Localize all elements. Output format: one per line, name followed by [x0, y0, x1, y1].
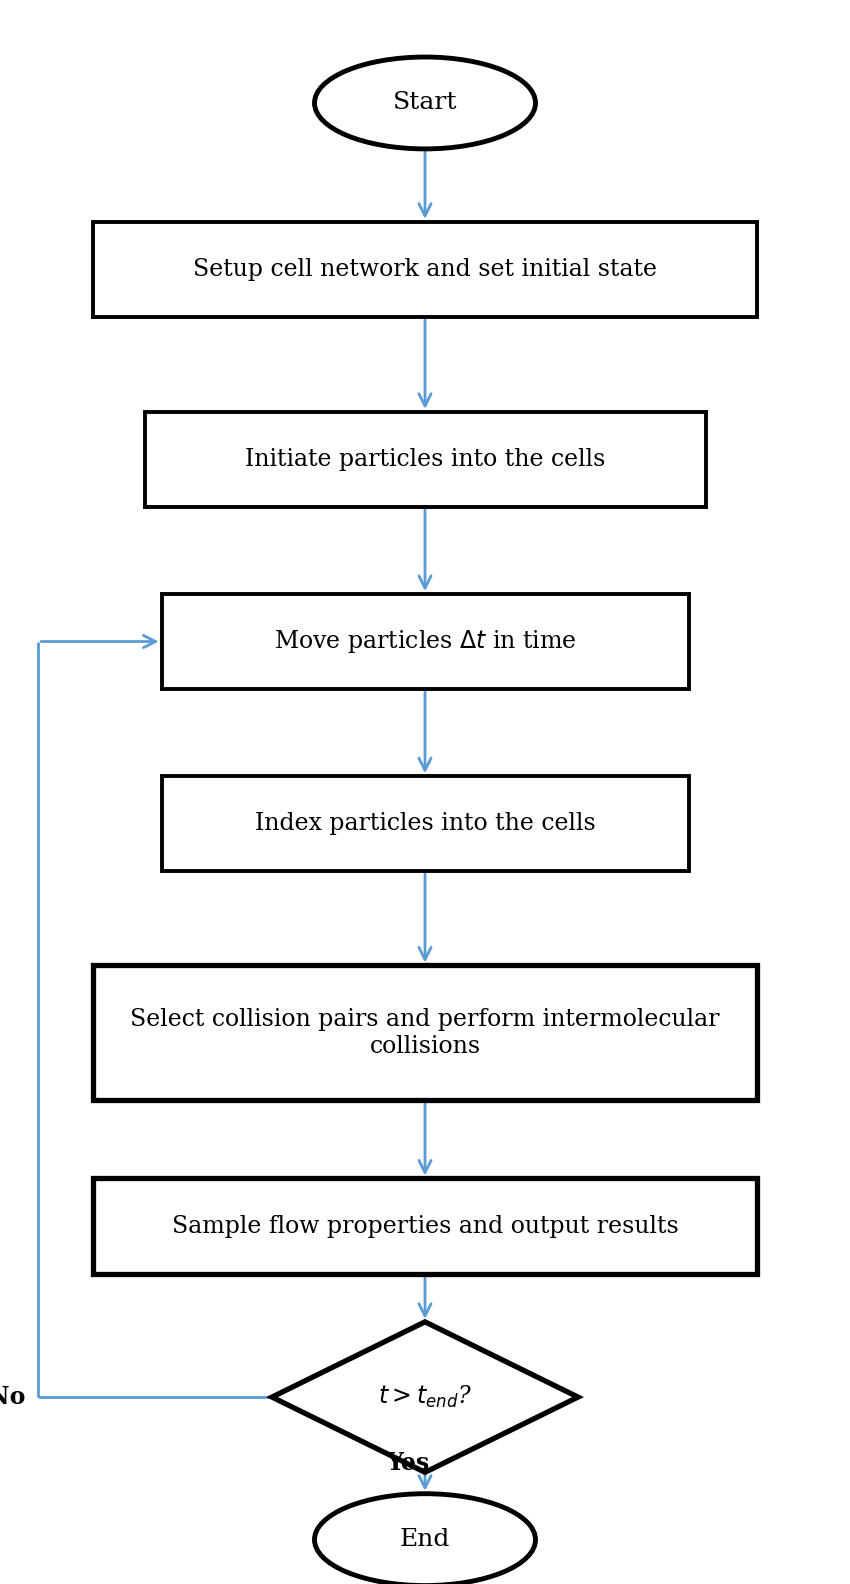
Ellipse shape	[314, 1494, 536, 1584]
Bar	[94, 1178, 756, 1274]
Bar	[94, 222, 756, 317]
Text: Index particles into the cells: Index particles into the cells	[255, 813, 595, 835]
Ellipse shape	[314, 57, 536, 149]
Text: Start: Start	[393, 92, 457, 114]
Bar	[162, 776, 689, 871]
Bar	[94, 965, 756, 1099]
Text: Setup cell network and set initial state: Setup cell network and set initial state	[193, 258, 657, 280]
Text: End: End	[400, 1529, 451, 1551]
Text: Select collision pairs and perform intermolecular
collisions: Select collision pairs and perform inter…	[130, 1007, 720, 1058]
Text: $t > t_{end}$?: $t > t_{end}$?	[378, 1384, 472, 1410]
Text: Sample flow properties and output results: Sample flow properties and output result…	[172, 1215, 678, 1237]
Bar	[144, 412, 705, 507]
Bar	[162, 594, 689, 689]
Text: Initiate particles into the cells: Initiate particles into the cells	[245, 448, 605, 470]
Polygon shape	[272, 1321, 578, 1473]
Text: Move particles $\Delta t$ in time: Move particles $\Delta t$ in time	[274, 627, 576, 656]
Text: Yes: Yes	[387, 1451, 429, 1475]
Text: No: No	[0, 1384, 26, 1410]
